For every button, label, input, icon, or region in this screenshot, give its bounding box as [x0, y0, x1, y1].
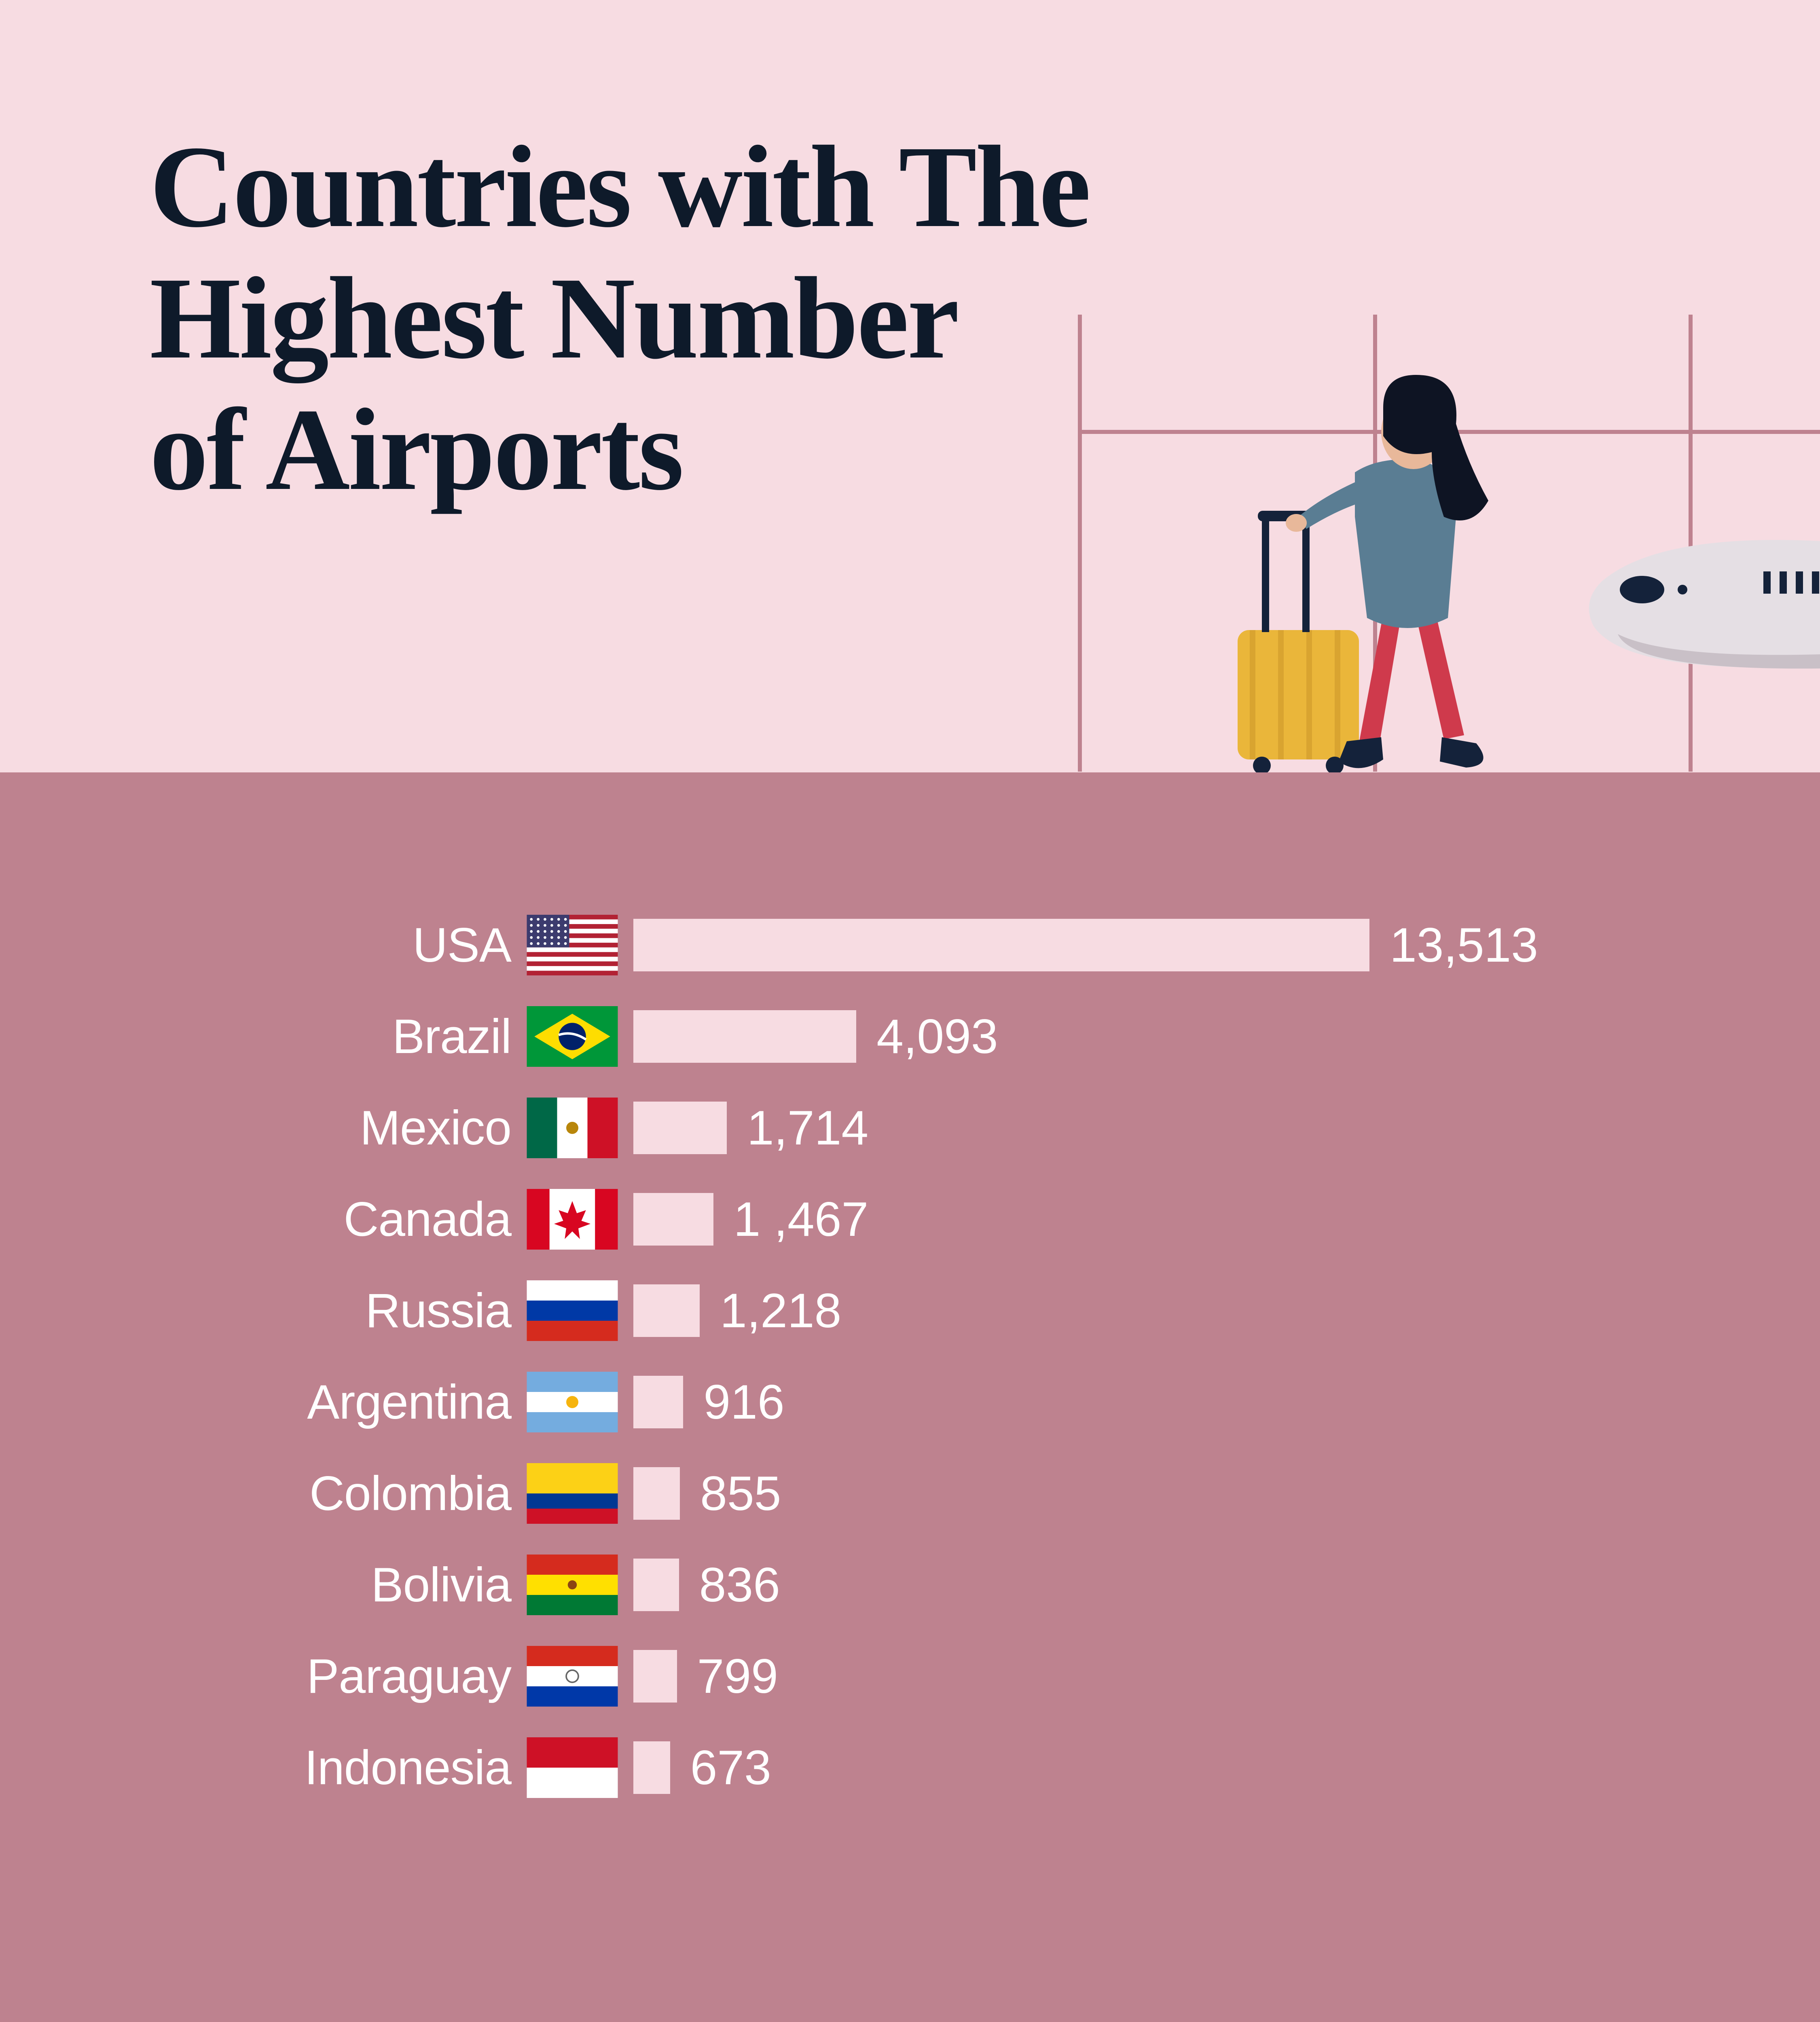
value-label: 673: [670, 1740, 771, 1796]
paraguay-flag-icon: [526, 1646, 619, 1707]
bar-row: Colombia 855: [226, 1458, 1666, 1529]
bar-fill: [633, 1650, 677, 1703]
value-label: 13,513: [1369, 917, 1538, 973]
bar-fill: [633, 1102, 727, 1154]
bar-track: [633, 1559, 679, 1611]
header-zone: Countries with TheHighest Numberof Airpo…: [0, 0, 1820, 772]
bar-row: Mexico 1,714: [226, 1093, 1666, 1163]
canada-flag-icon: [526, 1189, 619, 1250]
bar-fill: [633, 1559, 679, 1611]
value-label: 916: [683, 1374, 784, 1430]
bar-row: Argentina 916: [226, 1367, 1666, 1437]
bar-track: [633, 1376, 683, 1428]
bar-row: Paraguay 799: [226, 1641, 1666, 1711]
value-label: 1,714: [727, 1100, 868, 1156]
traveler-illustration: [971, 290, 1820, 776]
bar-track: [633, 1010, 856, 1063]
bar-fill: [633, 1193, 713, 1246]
country-label: Colombia: [226, 1466, 526, 1521]
value-label: 855: [680, 1466, 781, 1521]
bar-fill: [633, 1284, 700, 1337]
brazil-flag-icon: [526, 1006, 619, 1067]
bar-fill: [633, 1376, 683, 1428]
page-title: Countries with TheHighest Numberof Airpo…: [150, 121, 1089, 515]
colombia-flag-icon: [526, 1463, 619, 1524]
argentina-flag-icon: [526, 1372, 619, 1432]
bar-row: USA 13,513: [226, 910, 1666, 980]
bar-fill: [633, 919, 1369, 971]
country-label: USA: [226, 917, 526, 973]
value-label: 1,218: [700, 1283, 841, 1339]
bar-row: Brazil 4,093: [226, 1001, 1666, 1072]
bar-track: [633, 1467, 680, 1520]
russia-flag-icon: [526, 1280, 619, 1341]
bar-row: Indonesia 673: [226, 1732, 1666, 1803]
bar-fill: [633, 1741, 670, 1794]
bar-track: [633, 1102, 727, 1154]
bolivia-flag-icon: [526, 1555, 619, 1615]
bar-track: [633, 1650, 677, 1703]
country-label: Indonesia: [226, 1740, 526, 1796]
usa-flag-icon: [526, 915, 619, 975]
bar-chart: USA 13,513 Brazil 4,093 Mexico 1,714 Canada 1 ,…: [226, 910, 1666, 1824]
country-label: Paraguay: [226, 1648, 526, 1704]
country-label: Canada: [226, 1191, 526, 1247]
value-label: 4,093: [856, 1009, 998, 1064]
bar-track: [633, 919, 1369, 971]
value-label: 1 ,467: [713, 1191, 869, 1247]
mexico-flag-icon: [526, 1098, 619, 1158]
country-label: Bolivia: [226, 1557, 526, 1613]
chart-zone: USA 13,513 Brazil 4,093 Mexico 1,714 Canada 1 ,…: [0, 772, 1820, 2022]
country-label: Russia: [226, 1283, 526, 1339]
indonesia-flag-icon: [526, 1737, 619, 1798]
country-label: Brazil: [226, 1009, 526, 1064]
bar-fill: [633, 1467, 680, 1520]
bar-track: [633, 1284, 700, 1337]
bar-track: [633, 1193, 713, 1246]
bar-fill: [633, 1010, 856, 1063]
country-label: Argentina: [226, 1374, 526, 1430]
value-label: 836: [679, 1557, 780, 1613]
bar-row: Russia 1,218: [226, 1275, 1666, 1346]
bar-track: [633, 1741, 670, 1794]
country-label: Mexico: [226, 1100, 526, 1156]
value-label: 799: [677, 1648, 778, 1704]
bar-row: Bolivia 836: [226, 1550, 1666, 1620]
bar-row: Canada 1 ,467: [226, 1184, 1666, 1254]
